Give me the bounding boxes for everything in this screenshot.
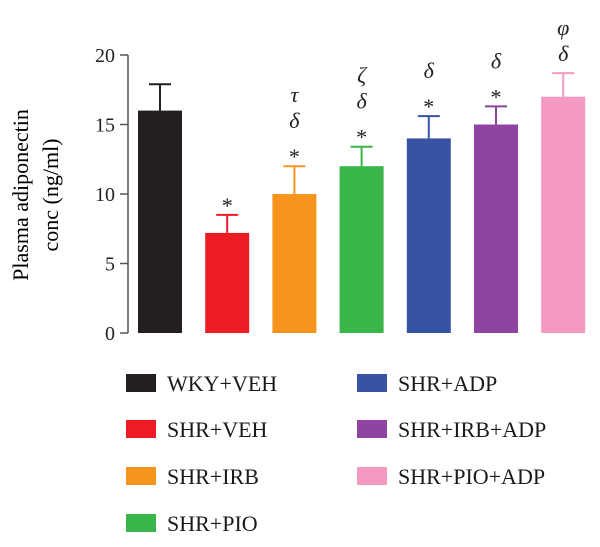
y-axis-title-line-2: conc (ng/ml) (38, 138, 63, 251)
significance-marker: * (423, 94, 434, 119)
legend-swatch (126, 514, 156, 532)
legend-label: SHR+VEH (167, 417, 268, 442)
significance-marker: δ (491, 48, 502, 73)
legend-label: SHR+PIO (167, 511, 258, 536)
bar (205, 232, 250, 333)
significance-marker: * (356, 125, 367, 150)
legend-label: SHR+PIO+ADP (398, 464, 545, 489)
significance-marker: * (289, 144, 300, 169)
bar (339, 166, 384, 333)
y-tick-label: 20 (95, 45, 115, 67)
significance-marker: * (222, 193, 233, 218)
legend-label: SHR+ADP (398, 371, 497, 396)
legend-swatch (357, 420, 387, 438)
legend: WKY+VEH SHR+VEH SHR+IRB SHR+PIO SHR+ADP SHR+I… (126, 371, 546, 536)
bar (406, 138, 451, 333)
significance-marker: * (491, 84, 502, 109)
bar (541, 96, 586, 333)
legend-label: WKY+VEH (167, 371, 277, 396)
bar (272, 194, 317, 333)
legend-swatch (126, 467, 156, 485)
legend-swatch (357, 374, 387, 392)
legend-swatch (126, 420, 156, 438)
y-axis-title: Plasma adiponectin conc (ng/ml) (8, 109, 63, 281)
significance-marker: φ (557, 15, 569, 40)
significance-marker: ζ (357, 63, 368, 88)
y-tick-label: 0 (105, 323, 115, 345)
significance-marker: τ (290, 82, 299, 107)
legend-swatch (126, 374, 156, 392)
y-tick-label: 5 (105, 254, 115, 276)
y-tick-label: 15 (95, 115, 115, 137)
significance-marker: δ (558, 41, 569, 66)
legend-label: SHR+IRB (167, 464, 259, 489)
legend-label: SHR+IRB+ADP (398, 417, 546, 442)
y-tick-label: 10 (95, 184, 115, 206)
y-axis-title-line-1: Plasma adiponectin (8, 109, 33, 281)
significance-marker: δ (356, 89, 367, 114)
significance-marker: δ (424, 58, 435, 83)
bar (474, 124, 518, 333)
bar (138, 110, 182, 333)
significance-marker: δ (289, 108, 300, 133)
legend-swatch (357, 467, 387, 485)
